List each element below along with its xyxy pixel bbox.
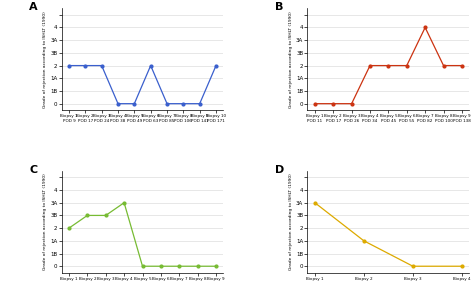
Text: C: C <box>29 165 37 175</box>
Y-axis label: Grade of rejection according to ISHLT (1990): Grade of rejection according to ISHLT (1… <box>44 173 47 270</box>
Y-axis label: Grade of rejection according to ISHLT (1990): Grade of rejection according to ISHLT (1… <box>44 11 47 108</box>
Text: B: B <box>275 2 283 12</box>
Y-axis label: Grade of rejection according to ISHLT (1990): Grade of rejection according to ISHLT (1… <box>289 11 293 108</box>
Text: D: D <box>275 165 284 175</box>
Y-axis label: Grade of rejection according to ISHLT (1990): Grade of rejection according to ISHLT (1… <box>289 173 293 270</box>
Text: A: A <box>29 2 38 12</box>
